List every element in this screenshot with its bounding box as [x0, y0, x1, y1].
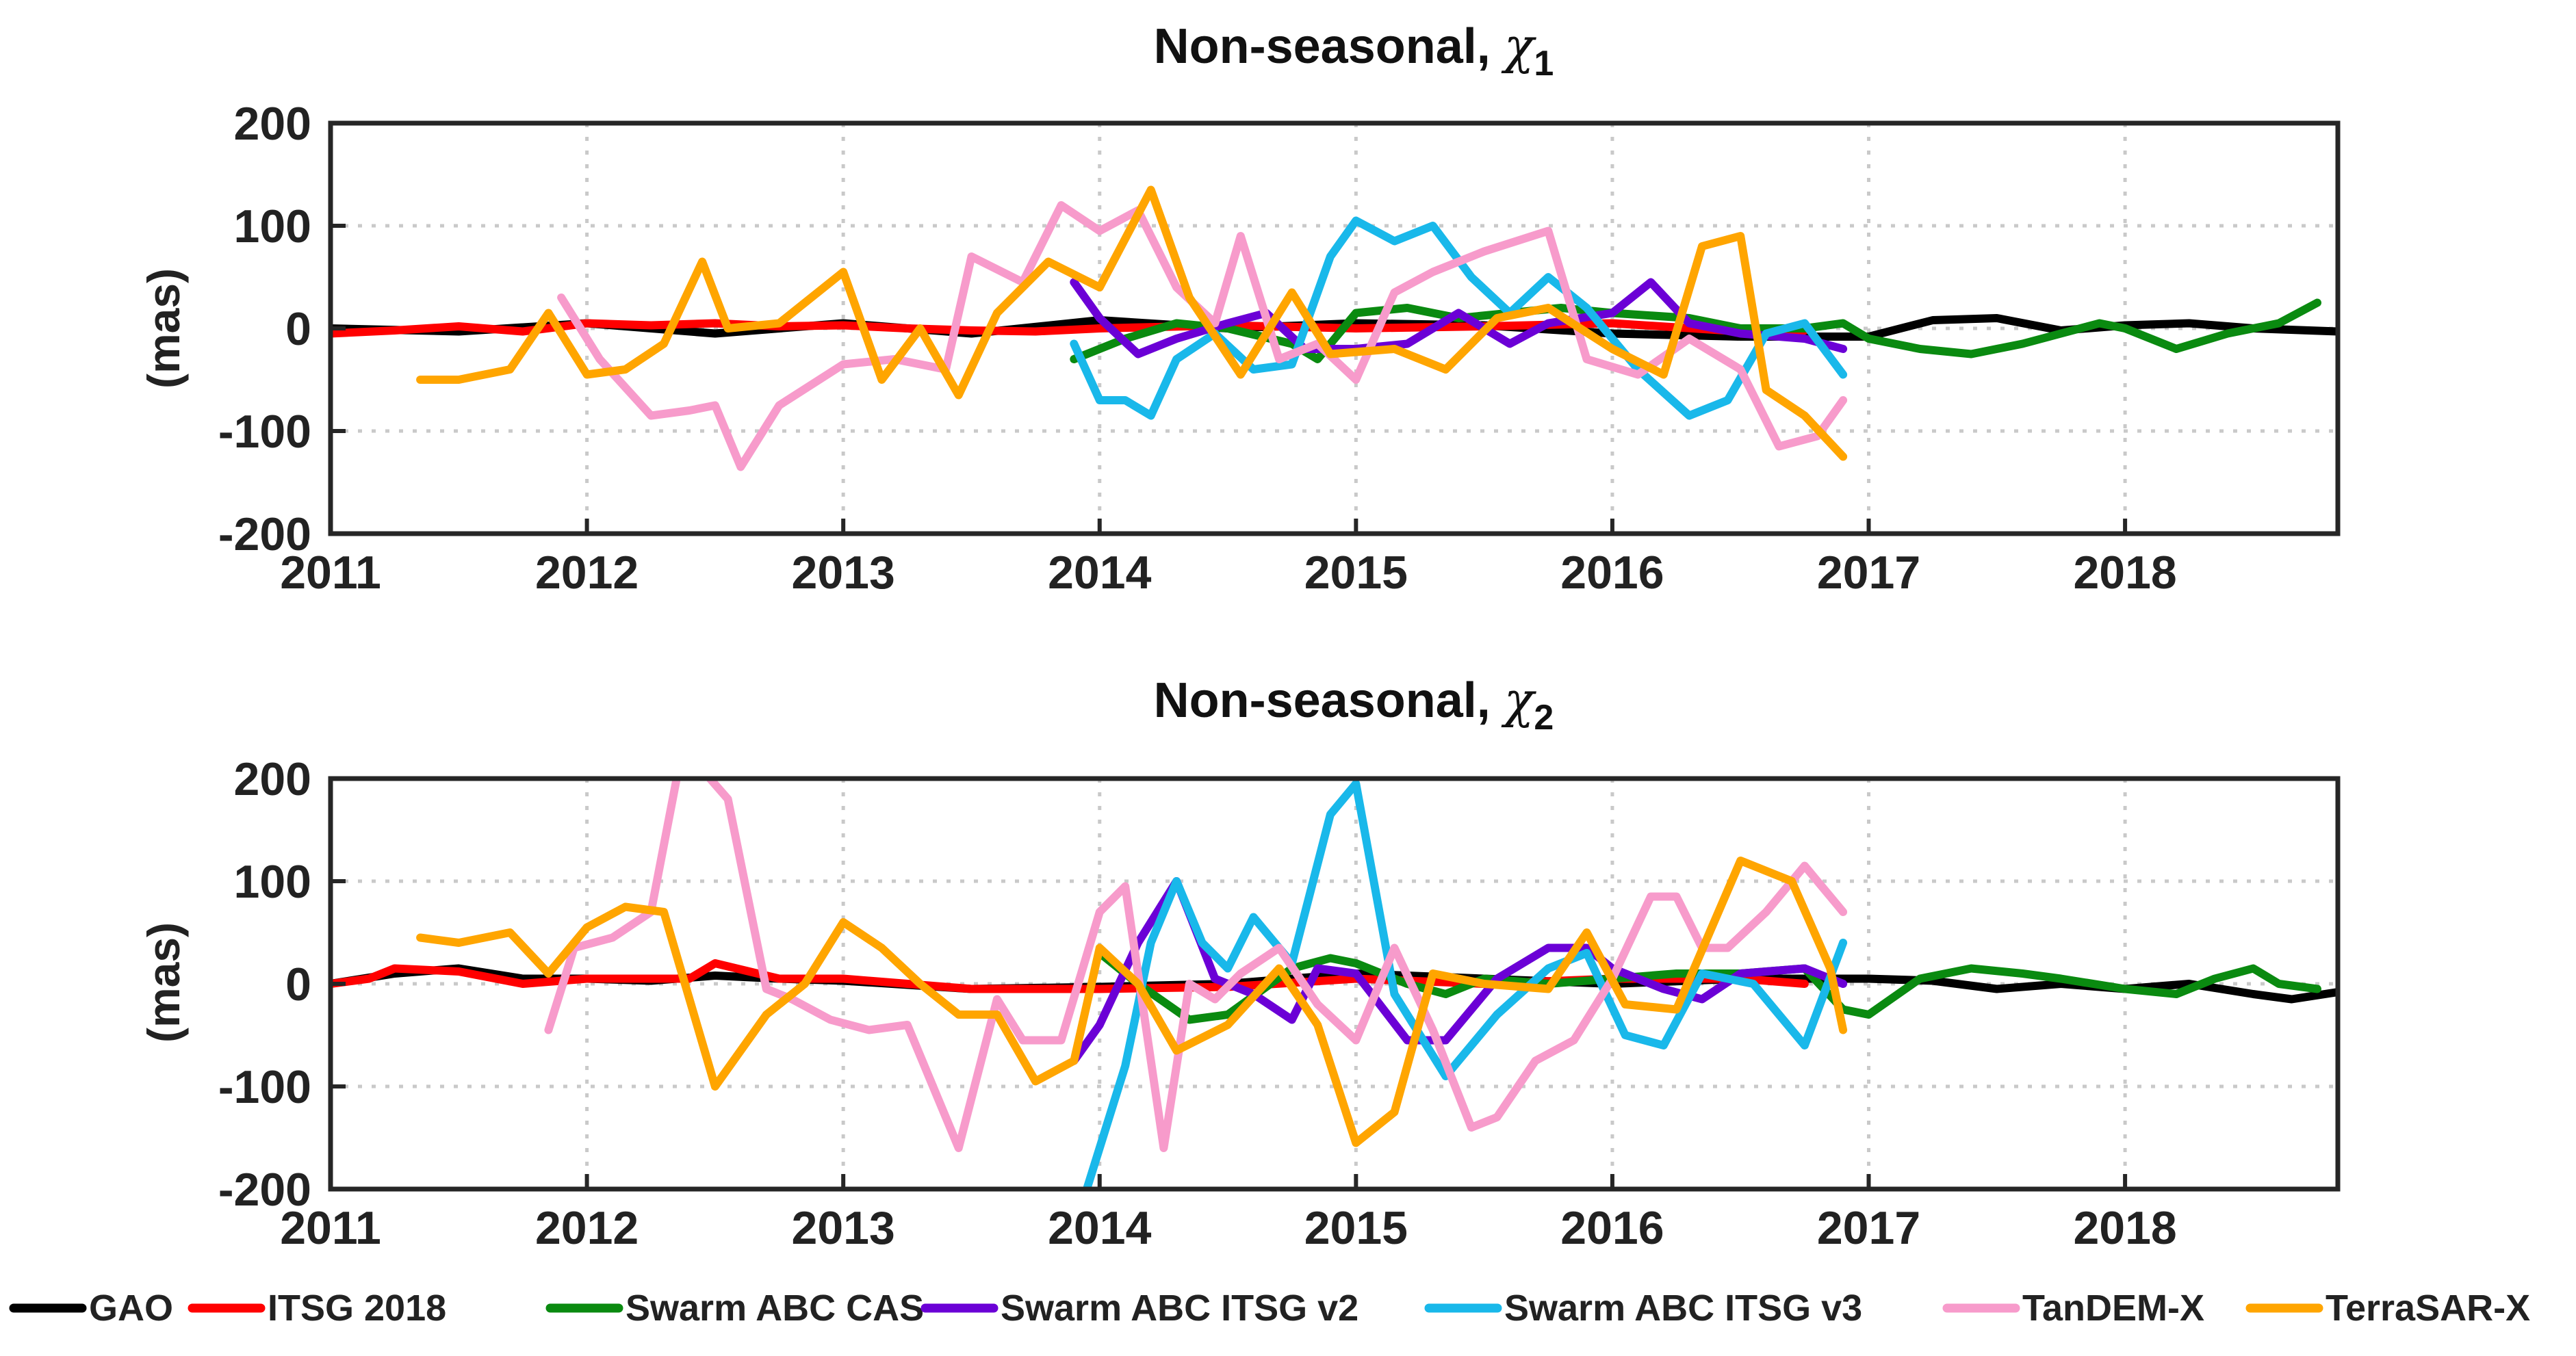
panel-2-axes-box	[328, 776, 2341, 1192]
series-terrasar-x	[416, 185, 1848, 461]
y-tick-label: 100	[234, 856, 311, 908]
series-swarm-abc-itsg-v3	[1083, 779, 1848, 1189]
series-tandem-x	[544, 779, 1848, 1152]
y-tick-label: -100	[218, 1061, 311, 1113]
y-tick-label: -200	[218, 1164, 311, 1216]
x-tick-label: 2011	[280, 547, 381, 599]
x-tick-label: 2016	[1560, 1202, 1664, 1254]
y-tick-label: -100	[218, 406, 311, 458]
y-tick-label: 100	[234, 200, 311, 252]
panel-2-series	[331, 779, 2338, 1189]
panel-1-ylabel: (mas)	[138, 268, 189, 389]
x-tick-label: 2013	[792, 547, 895, 599]
series-terrasar-x	[416, 857, 1848, 1147]
y-tick-label: 0	[285, 303, 311, 355]
series-swarm-abc-itsg-v3	[1070, 216, 1848, 420]
legend-label: Swarm ABC ITSG v2	[1001, 1288, 1358, 1329]
legend-label: Swarm ABC CAS	[626, 1288, 924, 1329]
panel-2-title: Non-seasonal, χ2	[1154, 671, 1554, 738]
series-swarm-abc-itsg-v2	[1070, 278, 1848, 358]
x-tick-label: 2018	[2073, 1202, 2176, 1254]
x-tick-label: 2012	[535, 547, 639, 599]
legend-item-itsg-2018: ITSG 2018	[188, 1288, 446, 1329]
legend-label: GAO	[89, 1288, 173, 1329]
legend-label: ITSG 2018	[268, 1288, 446, 1329]
y-tick-label: 200	[234, 753, 311, 805]
y-tick-label: 0	[285, 959, 311, 1011]
panel-1-title: Non-seasonal, χ1	[1154, 17, 1554, 83]
x-tick-label: 2017	[1817, 547, 1920, 599]
y-tick-label: -200	[218, 508, 311, 560]
x-tick-label: 2015	[1304, 547, 1408, 599]
panel-1-series	[331, 185, 2338, 471]
panel-2-ylabel: (mas)	[138, 922, 189, 1043]
legend-item-swarm-abc-cas: Swarm ABC CAS	[545, 1288, 924, 1329]
panel-chi1: Non-seasonal, χ1 (mas) 2011 2012 2013 2014 2…	[138, 17, 2341, 599]
legend-item-tandem-x: TanDEM-X	[1942, 1288, 2204, 1329]
legend-item-gao: GAO	[9, 1288, 173, 1329]
legend-item-swarm-abc-itsg-v3: Swarm ABC ITSG v3	[1424, 1288, 1862, 1329]
x-tick-label: 2012	[535, 1202, 639, 1254]
x-tick-label: 2015	[1304, 1202, 1408, 1254]
legend: GAO ITSG 2018 Swarm ABC CAS Swarm ABC ITSG …	[9, 1288, 2530, 1329]
legend-label: Swarm ABC ITSG v3	[1504, 1288, 1862, 1329]
y-tick-label: 200	[234, 98, 311, 150]
panel-1-ticks: 2011 2012 2013 2014 2015 2016 2017 2018 200 100 0 -…	[218, 98, 2177, 599]
panel-1-grid	[331, 123, 2338, 534]
x-tick-label: 2017	[1817, 1202, 1920, 1254]
x-tick-label: 2014	[1048, 547, 1151, 599]
x-tick-label: 2013	[792, 1202, 895, 1254]
panel-2-grid	[331, 779, 2338, 1189]
x-tick-label: 2018	[2073, 547, 2176, 599]
x-tick-label: 2011	[280, 1202, 381, 1254]
panel-2-ticks: 2011 2012 2013 2014 2015 2016 2017 2018 200 100 0 -…	[218, 753, 2177, 1254]
panel-1-axes-box	[328, 120, 2341, 536]
legend-label: TerraSAR-X	[2326, 1288, 2530, 1329]
panel-chi2: Non-seasonal, χ2 (mas) 2011 2012 2013 2014 2…	[138, 671, 2341, 1254]
legend-item-swarm-abc-itsg-v2: Swarm ABC ITSG v2	[920, 1288, 1358, 1329]
legend-item-terrasar-x: TerraSAR-X	[2245, 1288, 2530, 1329]
series-itsg-2018	[331, 959, 1809, 993]
x-tick-label: 2016	[1560, 547, 1664, 599]
x-tick-label: 2014	[1048, 1202, 1151, 1254]
legend-label: TanDEM-X	[2022, 1288, 2204, 1329]
